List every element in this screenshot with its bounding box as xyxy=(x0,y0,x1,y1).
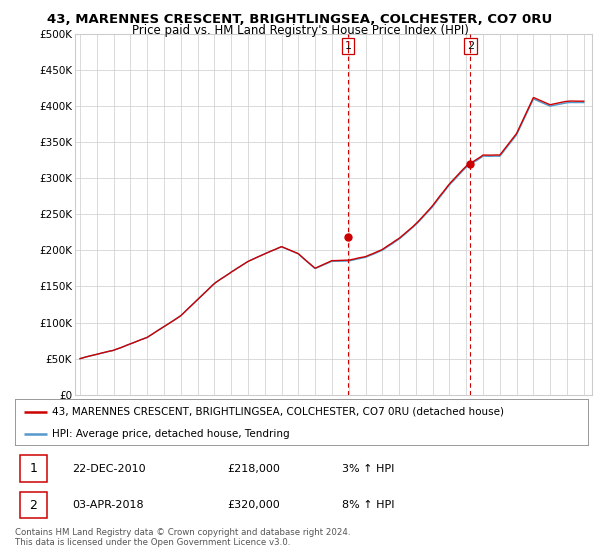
Text: 8% ↑ HPI: 8% ↑ HPI xyxy=(341,500,394,510)
Text: 03-APR-2018: 03-APR-2018 xyxy=(73,500,144,510)
Text: £218,000: £218,000 xyxy=(227,464,280,474)
Text: Contains HM Land Registry data © Crown copyright and database right 2024.
This d: Contains HM Land Registry data © Crown c… xyxy=(15,528,350,547)
Text: 1: 1 xyxy=(345,41,352,51)
Text: 1: 1 xyxy=(29,462,37,475)
Text: 2: 2 xyxy=(29,498,37,512)
Bar xyxy=(20,455,47,482)
Text: Price paid vs. HM Land Registry's House Price Index (HPI): Price paid vs. HM Land Registry's House … xyxy=(131,24,469,36)
Text: 43, MARENNES CRESCENT, BRIGHTLINGSEA, COLCHESTER, CO7 0RU: 43, MARENNES CRESCENT, BRIGHTLINGSEA, CO… xyxy=(47,13,553,26)
Bar xyxy=(20,492,47,519)
Text: HPI: Average price, detached house, Tendring: HPI: Average price, detached house, Tend… xyxy=(52,429,290,438)
Text: 22-DEC-2010: 22-DEC-2010 xyxy=(73,464,146,474)
Text: £320,000: £320,000 xyxy=(227,500,280,510)
Text: 2: 2 xyxy=(467,41,474,51)
Text: 3% ↑ HPI: 3% ↑ HPI xyxy=(341,464,394,474)
Text: 43, MARENNES CRESCENT, BRIGHTLINGSEA, COLCHESTER, CO7 0RU (detached house): 43, MARENNES CRESCENT, BRIGHTLINGSEA, CO… xyxy=(52,407,504,417)
